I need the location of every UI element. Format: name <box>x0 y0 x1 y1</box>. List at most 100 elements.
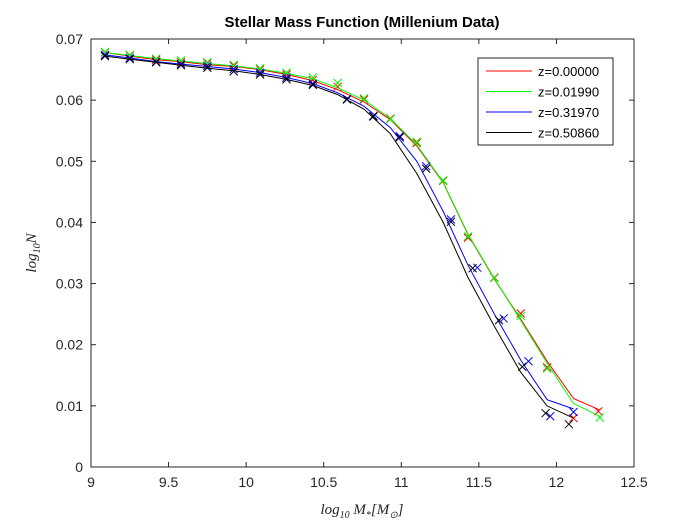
data-point-stroke <box>151 57 161 67</box>
plot-frame <box>90 38 635 468</box>
data-point-stroke <box>545 411 555 421</box>
data-point-stroke <box>308 73 318 82</box>
data-point <box>308 73 318 82</box>
y-tick-label: 0.03 <box>56 276 83 292</box>
data-point <box>463 233 473 243</box>
data-point-stroke <box>342 95 352 104</box>
data-point-stroke <box>308 80 318 90</box>
legend-label: z=0.00000 <box>538 64 599 79</box>
data-point-stroke <box>203 61 212 71</box>
x-axis-label: log10 M*[M⊙] <box>321 502 404 521</box>
x-tick-label: 12 <box>549 474 565 490</box>
legend-box <box>477 57 614 146</box>
data-point-stroke <box>229 60 239 70</box>
data-point-stroke <box>255 63 265 73</box>
data-point-stroke <box>229 67 239 76</box>
data-point <box>412 138 422 148</box>
data-point-stroke <box>542 362 552 372</box>
data-point-stroke <box>468 263 478 273</box>
legend-label: z=0.01990 <box>538 85 599 100</box>
data-point-stroke <box>541 408 550 418</box>
data-point-stroke <box>369 111 378 121</box>
data-point <box>569 407 578 417</box>
data-point <box>412 137 422 147</box>
data-point-stroke <box>421 164 431 173</box>
data-point-stroke <box>463 232 473 241</box>
y-tick-label: 0.06 <box>56 92 83 108</box>
y-axis-label: log10N <box>24 232 43 272</box>
data-point <box>100 47 110 57</box>
data-point <box>255 70 265 79</box>
y-tick-label: 0.07 <box>56 31 83 47</box>
data-point <box>468 263 478 273</box>
data-point <box>499 314 509 323</box>
data-point <box>541 408 550 418</box>
data-point-stroke <box>517 362 527 372</box>
data-point-stroke <box>412 138 422 148</box>
data-point-stroke <box>100 50 110 60</box>
data-point <box>395 133 405 142</box>
data-point <box>438 175 448 185</box>
data-point-stroke <box>421 161 431 171</box>
data-point <box>463 232 473 241</box>
data-point-stroke <box>395 133 405 142</box>
data-point-stroke <box>229 64 239 74</box>
data-point-stroke <box>359 93 369 103</box>
data-point-stroke <box>499 314 509 323</box>
data-point-stroke <box>176 60 186 70</box>
data-point <box>369 111 378 121</box>
legend-label: z=0.31970 <box>538 105 599 120</box>
data-point <box>494 315 504 325</box>
data-point <box>359 93 369 103</box>
y-tick-label: 0.04 <box>56 214 83 230</box>
data-point-stroke <box>125 54 135 64</box>
data-point-stroke <box>100 51 110 61</box>
data-point <box>125 53 135 63</box>
data-point-stroke <box>333 82 343 92</box>
y-tick-label: 0 <box>75 459 83 475</box>
data-point <box>421 164 431 173</box>
ticks-layer: 9 9.5 10 10.5 11 11.5 12 12.5 0 0.01 0.02 0.03 0.04 0… <box>56 31 648 490</box>
data-point-stroke <box>125 53 135 63</box>
data-point-stroke <box>595 413 605 422</box>
data-point-stroke <box>516 311 526 321</box>
series-line <box>104 52 601 417</box>
data-point <box>595 413 605 422</box>
data-point-stroke <box>494 315 504 325</box>
data-point <box>490 273 499 283</box>
data-point <box>395 131 405 141</box>
data-point <box>333 78 343 88</box>
data-point-stroke <box>176 59 186 69</box>
data-point <box>125 54 135 64</box>
x-tick-label: 9 <box>87 474 95 490</box>
data-point <box>229 60 239 70</box>
data-point <box>516 311 526 321</box>
x-tick-label: 10 <box>238 474 254 490</box>
data-point-stroke <box>282 75 291 84</box>
data-point <box>255 63 265 73</box>
data-point-stroke <box>203 63 212 73</box>
data-point <box>203 63 212 73</box>
data-point <box>542 362 552 372</box>
x-tick-label: 11.5 <box>466 474 492 490</box>
data-point <box>229 67 239 76</box>
data-point <box>545 411 555 421</box>
data-point <box>308 80 318 90</box>
data-point-stroke <box>463 233 473 243</box>
y-tick-label: 0.05 <box>56 153 83 169</box>
data-point-stroke <box>569 407 578 417</box>
x-tick-label: 11 <box>394 474 409 490</box>
data-point-stroke <box>446 217 456 227</box>
data-point <box>421 161 431 171</box>
data-point <box>542 364 552 373</box>
data-point <box>151 57 161 67</box>
data-point <box>176 59 186 69</box>
data-point-stroke <box>412 137 422 147</box>
data-point-stroke <box>386 114 395 124</box>
data-point-stroke <box>490 273 499 283</box>
data-point-stroke <box>308 79 318 88</box>
series-3 <box>100 51 574 429</box>
data-point-stroke <box>333 78 343 88</box>
